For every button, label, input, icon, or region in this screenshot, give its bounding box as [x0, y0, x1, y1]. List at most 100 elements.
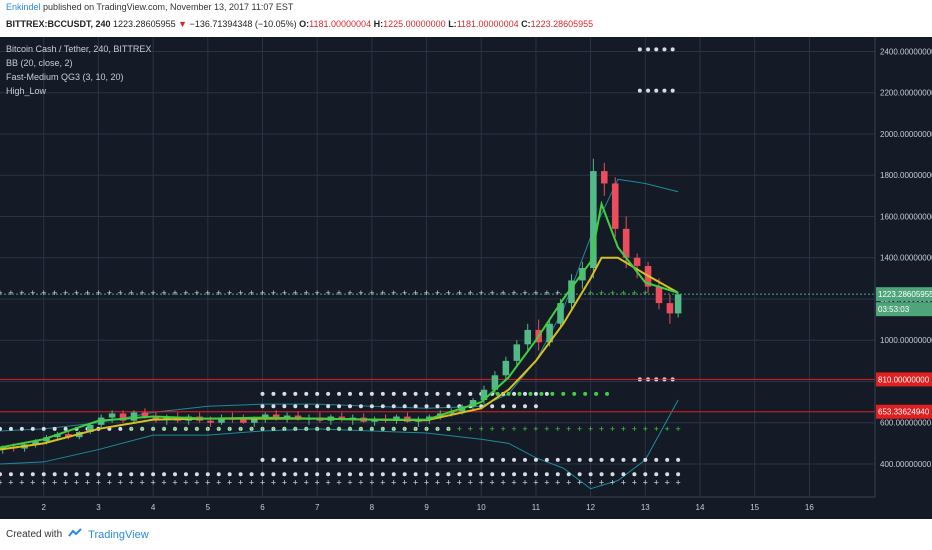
- marker-dot-icon: [479, 457, 484, 462]
- marker-cross-icon: +: [249, 424, 254, 434]
- marker-dot-icon: [468, 391, 473, 396]
- marker-cross-icon: +: [315, 478, 320, 488]
- marker-dot-icon: [315, 457, 320, 462]
- time-axis[interactable]: 2 3 4 5 6 7 8 9 10 11 12 13 14 15 16: [0, 496, 875, 512]
- marker-cross-icon: +: [336, 478, 341, 488]
- marker-dot-icon: [446, 391, 451, 396]
- level-high-tag-bg: [876, 372, 932, 387]
- marker-dot-icon: [577, 457, 582, 462]
- marker-dot-icon: [599, 472, 604, 477]
- price-chart[interactable]: + + + + + + + + + + + + + + + + + + + + + + + + + + + + + + + + + + + + + + + +…: [0, 37, 932, 519]
- marker-cross-icon: +: [632, 478, 637, 488]
- marker-dot-icon: [583, 391, 588, 396]
- ma-slow-line: [0, 256, 679, 451]
- marker-dot-icon: [391, 404, 396, 409]
- marker-cross-icon: +: [643, 288, 648, 298]
- marker-dot-icon: [173, 426, 177, 431]
- marker-dot-icon: [654, 88, 659, 93]
- marker-cross-icon: +: [599, 288, 604, 298]
- legend-indicator-highlow: High_Low: [6, 86, 47, 96]
- low-value: 1181.00000004: [456, 19, 519, 29]
- marker-dot-icon: [670, 88, 675, 93]
- marker-cross-icon: +: [41, 288, 46, 298]
- marker-dot-icon: [402, 472, 407, 477]
- marker-cross-icon: +: [380, 478, 385, 488]
- marker-cross-icon: +: [479, 478, 484, 488]
- candle-body: [86, 424, 94, 433]
- marker-cross-icon: +: [610, 478, 615, 488]
- marker-dot-icon: [413, 391, 418, 396]
- candle-body: [655, 286, 663, 304]
- marker-dot-icon: [424, 391, 429, 396]
- candle-body: [152, 416, 160, 420]
- marker-dot-icon: [391, 391, 396, 396]
- author-link[interactable]: Enkindel: [6, 2, 41, 12]
- marker-dot-icon: [140, 472, 145, 477]
- candle-body: [601, 171, 608, 184]
- marker-dot-icon: [63, 472, 68, 477]
- marker-dot-icon: [632, 457, 637, 462]
- marker-dot-icon: [118, 472, 123, 477]
- marker-cross-icon: +: [380, 288, 385, 298]
- marker-dot-icon: [348, 426, 352, 431]
- marker-cross-icon: +: [129, 424, 134, 434]
- marker-cross-icon: +: [271, 288, 276, 298]
- marker-dot-icon: [555, 457, 560, 462]
- level-high-tag: 810.00000000: [878, 375, 930, 384]
- candle-body: [272, 414, 280, 419]
- marker-dot-icon: [533, 391, 538, 396]
- marker-dot-icon: [533, 457, 538, 462]
- marker-cross-icon: +: [610, 288, 615, 298]
- marker-cross-icon: +: [446, 424, 451, 434]
- marker-cross-icon: +: [238, 478, 243, 488]
- marker-cross-icon: +: [533, 478, 538, 488]
- candle-body: [524, 329, 532, 345]
- marker-dot-icon: [637, 88, 642, 93]
- marker-dot-icon: [8, 426, 13, 431]
- marker-dot-icon: [238, 472, 243, 477]
- marker-dot-icon: [643, 457, 648, 462]
- marker-dot-icon: [315, 472, 320, 477]
- marker-dot-icon: [369, 457, 374, 462]
- last-price-tag-bg: [876, 287, 932, 302]
- marker-dot-icon: [129, 472, 134, 477]
- marker-dot-icon: [380, 391, 385, 396]
- marker-dot-icon: [402, 404, 407, 409]
- marker-cross-icon: +: [599, 424, 604, 434]
- marker-cross-icon: +: [643, 478, 648, 488]
- open-value: 1181.00000004: [309, 19, 372, 29]
- marker-dot-icon: [654, 47, 659, 52]
- price-tick-label: 600.00000000: [880, 419, 932, 428]
- tradingview-brand[interactable]: TradingView: [88, 528, 149, 541]
- marker-cross-icon: +: [183, 424, 188, 434]
- marker-dot-icon: [151, 472, 156, 477]
- marker-dot-icon: [304, 404, 309, 409]
- marker-cross-icon: +: [457, 478, 462, 488]
- marker-cross-icon: +: [8, 288, 13, 298]
- time-tick-label: 3: [96, 503, 101, 512]
- marker-dot-icon: [643, 472, 648, 477]
- marker-cross-icon: +: [293, 424, 298, 434]
- time-tick-label: 2: [42, 503, 47, 512]
- marker-cross-icon: +: [424, 424, 429, 434]
- marker-cross-icon: +: [435, 288, 440, 298]
- marker-dot-icon: [358, 457, 363, 462]
- marker-dot-icon: [304, 391, 309, 396]
- marker-dot-icon: [194, 472, 199, 477]
- marker-cross-icon: +: [533, 424, 538, 434]
- marker-cross-icon: +: [358, 424, 363, 434]
- marker-dot-icon: [315, 391, 320, 396]
- marker-cross-icon: +: [140, 288, 145, 298]
- marker-cross-icon: +: [457, 288, 462, 298]
- marker-cross-icon: +: [194, 288, 199, 298]
- candle-body: [130, 412, 138, 421]
- marker-dot-icon: [424, 472, 429, 477]
- marker-cross-icon: +: [588, 478, 593, 488]
- marker-cross-icon: +: [304, 424, 309, 434]
- marker-cross-icon: +: [129, 288, 134, 298]
- marker-dot-icon: [282, 426, 287, 431]
- marker-dot-icon: [282, 404, 287, 409]
- time-tick-label: 15: [750, 503, 759, 512]
- marker-cross-icon: +: [194, 424, 199, 434]
- candle-body: [502, 360, 510, 376]
